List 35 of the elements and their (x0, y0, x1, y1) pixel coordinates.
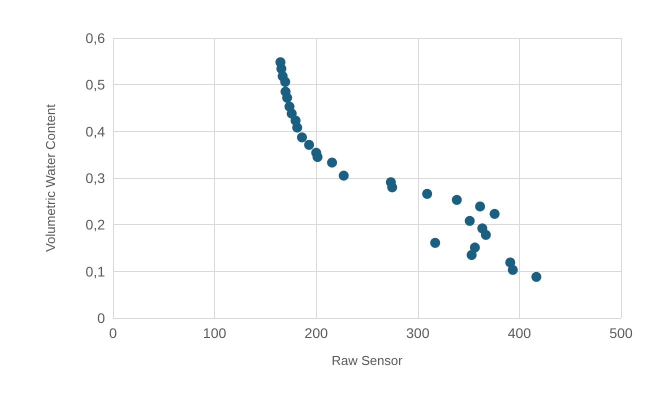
point (430, 238, 440, 248)
point (280, 76, 290, 87)
point (508, 264, 518, 275)
x-tick-label: 200 (304, 325, 328, 341)
point (531, 272, 542, 282)
point (475, 201, 486, 212)
point (422, 188, 432, 199)
y-tick-label: 0,3 (86, 170, 106, 186)
point (296, 132, 307, 142)
x-tick-label: 400 (508, 325, 532, 341)
x-tick-label: 500 (609, 325, 633, 341)
point (470, 242, 480, 253)
y-tick-label: 0,2 (86, 216, 106, 233)
y-tick-label: 0,4 (86, 123, 106, 140)
point (282, 92, 292, 103)
point (327, 158, 338, 168)
point (304, 140, 314, 150)
point (466, 250, 477, 260)
point (292, 122, 302, 133)
y-tick-label: 0,1 (86, 263, 106, 280)
x-tick-label: 300 (406, 325, 430, 341)
y-axis-title: Volumetric Water Content (43, 104, 58, 252)
x-axis-title: Raw Sensor (332, 353, 404, 368)
y-tick-label: 0,6 (86, 30, 106, 46)
point (452, 194, 462, 205)
x-tick-label: 0 (109, 325, 118, 341)
point (480, 230, 491, 240)
point (490, 208, 500, 219)
point (338, 170, 349, 181)
y-tick-label: 0,5 (86, 76, 106, 93)
x-tick-label: 100 (202, 325, 226, 341)
point (312, 152, 323, 162)
point (387, 182, 398, 192)
point (464, 216, 475, 226)
y-tick-label: 0 (97, 310, 106, 326)
